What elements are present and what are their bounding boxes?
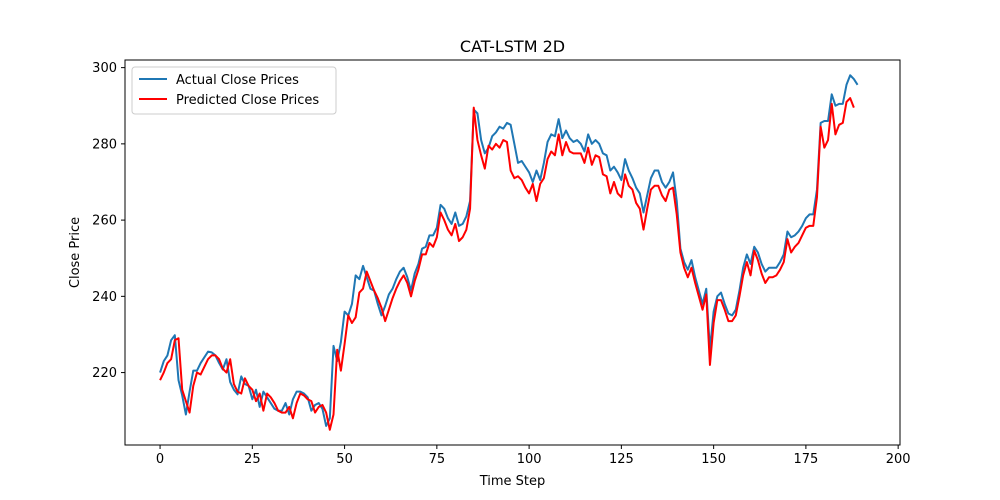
x-tick-label: 50 xyxy=(336,452,353,467)
series-line-actual xyxy=(159,74,859,427)
x-tick-label: 100 xyxy=(517,452,542,467)
y-tick-label: 220 xyxy=(92,366,117,381)
y-tick-label: 260 xyxy=(92,214,117,229)
series-layer xyxy=(159,74,859,431)
y-tick-label: 240 xyxy=(92,290,117,305)
x-tick-label: 150 xyxy=(701,452,726,467)
legend-label-actual: Actual Close Prices xyxy=(176,73,299,88)
x-axis-ticks: 0 25 50 75 100 125 150 175 200 xyxy=(156,445,911,467)
x-tick-label: 200 xyxy=(886,452,911,467)
series-line-predicted xyxy=(159,97,855,431)
y-axis-ticks: 220 240 260 280 300 xyxy=(92,61,125,381)
y-tick-label: 280 xyxy=(92,137,117,152)
x-axis-label: Time Step xyxy=(479,474,546,489)
x-tick-label: 0 xyxy=(156,452,164,467)
x-tick-label: 125 xyxy=(609,452,634,467)
x-tick-label: 175 xyxy=(793,452,818,467)
x-tick-label: 25 xyxy=(244,452,261,467)
chart-title: CAT-LSTM 2D xyxy=(460,37,565,56)
legend-label-predicted: Predicted Close Prices xyxy=(176,93,319,108)
x-tick-label: 75 xyxy=(429,452,446,467)
legend-box xyxy=(131,66,337,115)
plot-area-frame xyxy=(124,59,901,446)
legend: Actual Close Prices Predicted Close Pric… xyxy=(131,66,337,115)
y-axis-label: Close Price xyxy=(68,217,83,288)
y-tick-label: 300 xyxy=(92,61,117,76)
